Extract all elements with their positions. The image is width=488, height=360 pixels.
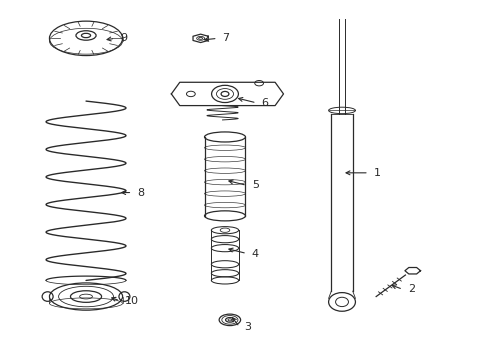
Text: 1: 1: [373, 168, 380, 178]
Text: 7: 7: [222, 33, 229, 43]
Text: 6: 6: [261, 98, 268, 108]
Text: 10: 10: [125, 296, 139, 306]
Text: 3: 3: [244, 322, 251, 332]
Text: 5: 5: [251, 180, 258, 190]
Text: 2: 2: [407, 284, 414, 294]
Text: 8: 8: [137, 188, 144, 198]
Text: 9: 9: [120, 33, 127, 43]
Text: 4: 4: [251, 248, 259, 258]
